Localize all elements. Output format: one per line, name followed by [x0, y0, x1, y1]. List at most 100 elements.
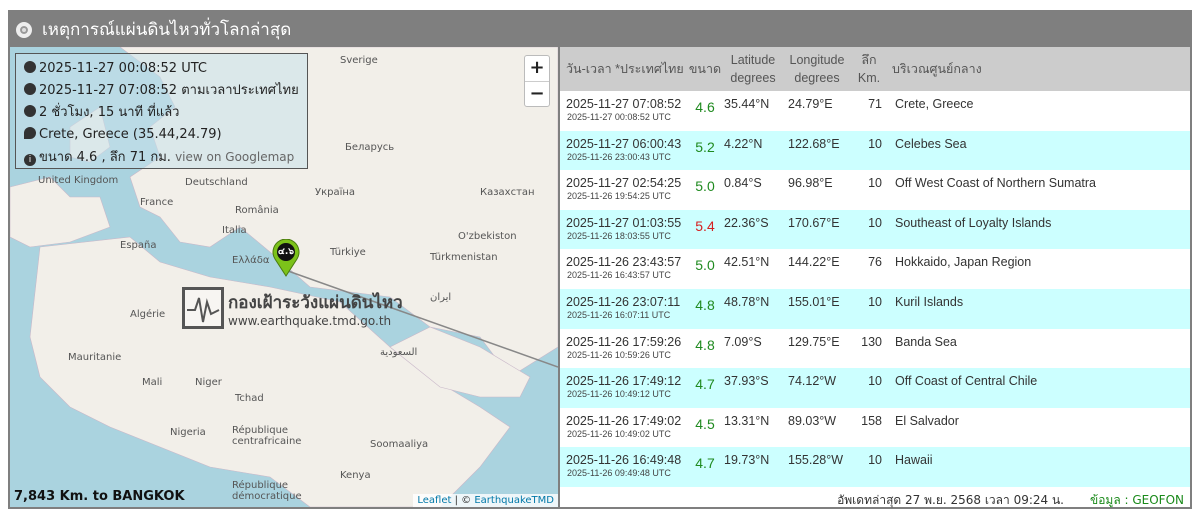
latitude-cell: 19.73°N	[724, 447, 782, 487]
utc-time: 2025-11-26 16:07:11 UTC	[567, 309, 671, 320]
map-label: Kenya	[340, 470, 371, 481]
radio-icon	[16, 21, 32, 38]
utc-time: 2025-11-26 18:03:55 UTC	[567, 230, 671, 241]
col-longitude-line1: Longitude	[789, 53, 845, 67]
local-time: 2025-11-26 23:43:57	[566, 255, 682, 270]
marker-pin-icon	[272, 239, 300, 277]
map-label: United Kingdom	[38, 175, 119, 186]
magnitude-cell: 5.0	[695, 178, 715, 195]
event-info-box: 2025-11-27 00:08:52 UTC 2025-11-27 07:08…	[15, 53, 308, 169]
map-label: Niger	[195, 377, 222, 388]
marker-label: ๔.๖	[278, 247, 294, 257]
depth-cell: 10	[852, 288, 886, 329]
table-row[interactable]: 2025-11-26 23:07:11 2025-11-26 16:07:11 U…	[560, 288, 1190, 329]
datetime-cell: 2025-11-26 23:43:57 2025-11-26 16:43:57 U…	[560, 249, 686, 289]
datetime-cell: 2025-11-26 16:49:48 2025-11-26 09:49:48 U…	[560, 447, 686, 487]
longitude-cell: 24.79°E	[788, 97, 833, 111]
map-label: Deutschland	[185, 177, 248, 188]
longitude-cell: 122.68°E	[782, 130, 852, 171]
attr-separator: | ©	[451, 495, 475, 506]
col-region: บริเวณศูนย์กลาง	[886, 47, 1190, 91]
table-row[interactable]: 2025-11-27 07:08:52 2025-11-27 00:08:52 U…	[560, 91, 1190, 131]
map[interactable]: Sverige United Kingdom Беларусь Deutschl…	[10, 47, 558, 507]
latitude-cell: 0.84°S	[724, 176, 762, 191]
zoom-out-button[interactable]: −	[525, 81, 549, 106]
col-datetime: วัน-เวลา *ประเทศไทย	[560, 47, 686, 91]
leaflet-link[interactable]: Leaflet	[417, 495, 452, 506]
latitude-cell: 13.31°N	[724, 413, 770, 428]
local-time: 2025-11-26 17:49:12	[566, 374, 682, 389]
col-longitude: Longitude degrees	[782, 47, 852, 91]
local-time: 2025-11-26 17:49:02	[566, 413, 682, 428]
utc-time: 2025-11-26 23:00:43 UTC	[567, 151, 671, 162]
utc-time: 2025-11-27 00:08:52 UTC	[39, 61, 207, 76]
magnitude-cell: 4.7	[686, 368, 724, 408]
datetime-cell: 2025-11-26 17:59:26 2025-11-26 10:59:26 U…	[560, 329, 686, 369]
map-label: Türkmenistan	[430, 252, 498, 263]
table-row[interactable]: 2025-11-27 01:03:55 2025-11-26 18:03:55 U…	[560, 209, 1190, 250]
region-cell: Banda Sea	[895, 334, 957, 349]
table-row[interactable]: 2025-11-27 02:54:25 2025-11-26 19:54:25 U…	[560, 170, 1190, 210]
datetime-cell: 2025-11-26 17:49:02 2025-11-26 10:49:02 U…	[560, 408, 686, 448]
depth-cell: 10	[868, 176, 882, 191]
earthquake-marker[interactable]: ๔.๖	[272, 239, 300, 277]
latitude-cell: 7.09°S	[724, 334, 762, 349]
table-row[interactable]: 2025-11-26 23:43:57 2025-11-26 16:43:57 U…	[560, 249, 1190, 289]
datetime-cell: 2025-11-26 23:07:11 2025-11-26 16:07:11 U…	[560, 288, 686, 329]
local-time: 2025-11-26 23:07:11	[566, 294, 681, 309]
table-row[interactable]: 2025-11-26 17:49:02 2025-11-26 10:49:02 U…	[560, 408, 1190, 448]
distance-to-bangkok: 7,843 Km. to BANGKOK	[14, 489, 185, 504]
map-label: Казахстан	[480, 187, 535, 198]
local-time: 2025-11-27 02:54:25	[566, 176, 682, 191]
region-cell: Kuril Islands	[886, 288, 1190, 329]
utc-time: 2025-11-26 09:49:48 UTC	[567, 468, 671, 479]
region-cell: Southeast of Loyalty Islands	[886, 209, 1190, 250]
utc-time: 2025-11-26 10:49:02 UTC	[567, 428, 671, 439]
table-row[interactable]: 2025-11-26 17:49:12 2025-11-26 10:49:12 U…	[560, 368, 1190, 408]
data-source: ข้อมูล : GEOFON	[1090, 492, 1184, 507]
local-time: 2025-11-26 16:49:48	[566, 453, 682, 468]
utc-time: 2025-11-26 10:49:12 UTC	[567, 389, 671, 400]
col-latitude: Latitude degrees	[724, 47, 782, 91]
earthquake-table: วัน-เวลา *ประเทศไทย ขนาด Latitude degrees…	[560, 47, 1190, 487]
longitude-cell: 144.22°E	[788, 255, 840, 270]
latitude-cell: 22.36°S	[724, 209, 782, 250]
map-label: Україна	[315, 187, 356, 198]
table-footer: อัพเดทล่าสุด 27 พ.ย. 2568 เวลา 09:24 น. ข…	[560, 491, 1190, 510]
stopwatch-icon	[24, 105, 36, 117]
depth-cell: 76	[868, 255, 882, 270]
googlemap-link[interactable]: view on Googlemap	[175, 150, 295, 164]
map-label: Mali	[142, 377, 163, 388]
zoom-in-button[interactable]: +	[529, 57, 545, 78]
map-label: Nigeria	[170, 427, 206, 438]
col-depth: ลึก Km.	[852, 47, 886, 91]
map-label: Mauritanie	[68, 352, 122, 363]
tmd-watermark: กองเฝ้าระวังแผ่นดินไหว www.earthquake.tm…	[182, 287, 403, 337]
latitude-cell: 48.78°N	[724, 288, 782, 329]
longitude-cell: 155.01°E	[782, 288, 852, 329]
earthquaketmd-link[interactable]: EarthquakeTMD	[474, 495, 554, 506]
map-label: Türkiye	[330, 247, 366, 258]
region-cell: Hokkaido, Japan Region	[895, 255, 1032, 270]
table-row[interactable]: 2025-11-26 16:49:48 2025-11-26 09:49:48 U…	[560, 447, 1190, 487]
watermark-url: www.earthquake.tmd.go.th	[228, 314, 392, 328]
col-magnitude: ขนาด	[686, 47, 724, 91]
table-row[interactable]: 2025-11-26 17:59:26 2025-11-26 10:59:26 U…	[560, 329, 1190, 369]
datetime-cell: 2025-11-27 02:54:25 2025-11-26 19:54:25 U…	[560, 170, 686, 210]
clock-icon	[24, 61, 36, 73]
table-row[interactable]: 2025-11-27 06:00:43 2025-11-26 23:00:43 U…	[560, 130, 1190, 171]
last-updated: อัพเดทล่าสุด 27 พ.ย. 2568 เวลา 09:24 น.	[837, 492, 1064, 507]
map-label: O'zbekiston	[458, 231, 517, 242]
datetime-cell: 2025-11-27 01:03:55 2025-11-26 18:03:55 U…	[560, 209, 686, 250]
local-time: 2025-11-27 06:00:43	[566, 136, 682, 151]
latitude-cell: 37.93°S	[724, 368, 782, 408]
clock-icon	[24, 83, 36, 95]
local-time: 2025-11-27 07:08:52 ตามเวลาประเทศไทย	[39, 83, 299, 98]
watermark-title: กองเฝ้าระวังแผ่นดินไหว	[228, 293, 403, 313]
info-icon: i	[24, 154, 36, 166]
latitude-cell: 35.44°N	[724, 97, 770, 111]
depth-cell: 10	[852, 368, 886, 408]
region-cell: Hawaii	[886, 447, 1190, 487]
magnitude-depth: ขนาด 4.6 , ลึก 71 กม.	[39, 150, 171, 165]
depth-cell: 130	[861, 334, 882, 349]
